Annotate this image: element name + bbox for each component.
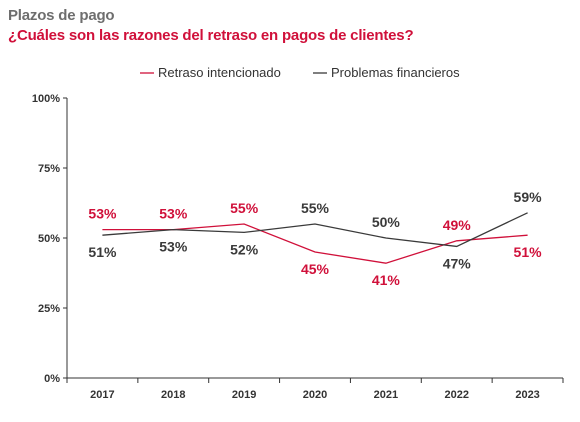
data-label-s0-3: 45%: [301, 261, 330, 277]
data-label-s0-4: 41%: [372, 272, 401, 288]
x-tick-label-5: 2022: [444, 389, 468, 401]
x-tick-label-1: 2018: [161, 389, 185, 401]
chart-subtitle: ¿Cuáles son las razones del retraso en p…: [8, 27, 414, 44]
y-tick-label-0: 0%: [44, 373, 60, 385]
series-line-1: [102, 212, 528, 248]
legend-label-1: Problemas financieros: [331, 65, 460, 80]
data-label-s1-4: 50%: [372, 214, 401, 230]
y-tick-label-2: 50%: [38, 233, 60, 245]
chart-title: Plazos de pago: [8, 7, 115, 24]
y-tick-label-1: 25%: [38, 303, 60, 315]
data-label-s1-1: 53%: [159, 239, 188, 255]
data-label-s1-3: 55%: [301, 200, 330, 216]
legend-label-0: Retraso intencionado: [158, 65, 281, 80]
x-tick-label-4: 2021: [374, 389, 398, 401]
data-label-s0-6: 51%: [514, 244, 543, 260]
data-label-s1-0: 51%: [88, 244, 117, 260]
data-label-s0-1: 53%: [159, 206, 188, 222]
x-tick-label-6: 2023: [515, 389, 539, 401]
x-tick-label-0: 2017: [90, 389, 114, 401]
data-label-s1-5: 47%: [443, 255, 472, 271]
y-tick-label-4: 100%: [32, 93, 60, 105]
x-tick-label-2: 2019: [232, 389, 256, 401]
data-label-s1-2: 52%: [230, 241, 259, 257]
x-tick-label-3: 2020: [303, 389, 327, 401]
data-label-s0-5: 49%: [443, 217, 472, 233]
data-label-s0-2: 55%: [230, 200, 259, 216]
y-tick-label-3: 75%: [38, 163, 60, 175]
data-label-s1-6: 59%: [514, 189, 543, 205]
data-label-s0-0: 53%: [88, 206, 117, 222]
